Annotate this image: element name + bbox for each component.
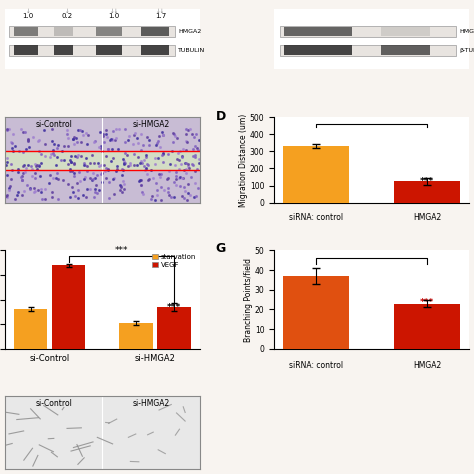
Text: ↓↓: ↓↓: [109, 9, 118, 15]
Bar: [283, 146, 349, 203]
Bar: [394, 182, 460, 203]
Bar: [157, 307, 191, 349]
Bar: [14, 310, 47, 349]
Bar: [394, 303, 460, 349]
Text: si-HMGA2: si-HMGA2: [133, 119, 170, 128]
Text: si-Control: si-Control: [35, 119, 72, 128]
Text: siRNA: control: siRNA: control: [289, 213, 343, 222]
Bar: [382, 27, 430, 36]
Bar: [15, 46, 38, 55]
Text: 1.0: 1.0: [109, 13, 119, 19]
Text: β-TUBULIN: β-TUBULIN: [459, 48, 474, 53]
Text: G: G: [216, 242, 226, 255]
Text: 1.7: 1.7: [155, 13, 166, 19]
Text: HMGA2: HMGA2: [413, 213, 441, 222]
Bar: [119, 323, 153, 349]
Bar: [141, 46, 169, 55]
Text: ***: ***: [420, 298, 434, 307]
Text: ↓: ↓: [65, 9, 70, 15]
Bar: [280, 26, 456, 37]
Bar: [15, 27, 38, 36]
Bar: [284, 27, 352, 36]
Bar: [280, 45, 456, 56]
Text: siRNA: control: siRNA: control: [289, 361, 343, 370]
Text: ***: ***: [167, 303, 181, 312]
Bar: [141, 27, 169, 36]
Text: HMGA2: HMGA2: [459, 29, 474, 34]
Text: si-Control: si-Control: [35, 399, 72, 408]
Bar: [97, 27, 122, 36]
Text: 1.0: 1.0: [23, 13, 34, 19]
Bar: [284, 46, 352, 55]
Bar: [97, 46, 122, 55]
Text: D: D: [216, 110, 226, 123]
Bar: [54, 27, 73, 36]
Bar: [52, 265, 85, 349]
Text: ↓↓: ↓↓: [156, 9, 165, 15]
Y-axis label: Branching Points/field: Branching Points/field: [244, 257, 253, 342]
Bar: [382, 46, 430, 55]
Bar: [9, 26, 174, 37]
Text: HMGA2: HMGA2: [178, 29, 202, 34]
Bar: [283, 276, 349, 349]
Bar: [9, 45, 174, 56]
Text: 0.2: 0.2: [62, 13, 73, 19]
Y-axis label: Migration Distance (um): Migration Distance (um): [239, 113, 248, 207]
Legend: starvation, VEGF: starvation, VEGF: [152, 254, 196, 268]
Text: HMGA2: HMGA2: [413, 361, 441, 370]
Text: si-HMGA2: si-HMGA2: [133, 399, 170, 408]
Text: ***: ***: [420, 177, 434, 186]
Text: TUBULIN: TUBULIN: [178, 48, 206, 53]
Bar: [5, 151, 200, 170]
Bar: [54, 46, 73, 55]
Text: ↓: ↓: [26, 9, 30, 15]
Text: ***: ***: [115, 246, 128, 255]
